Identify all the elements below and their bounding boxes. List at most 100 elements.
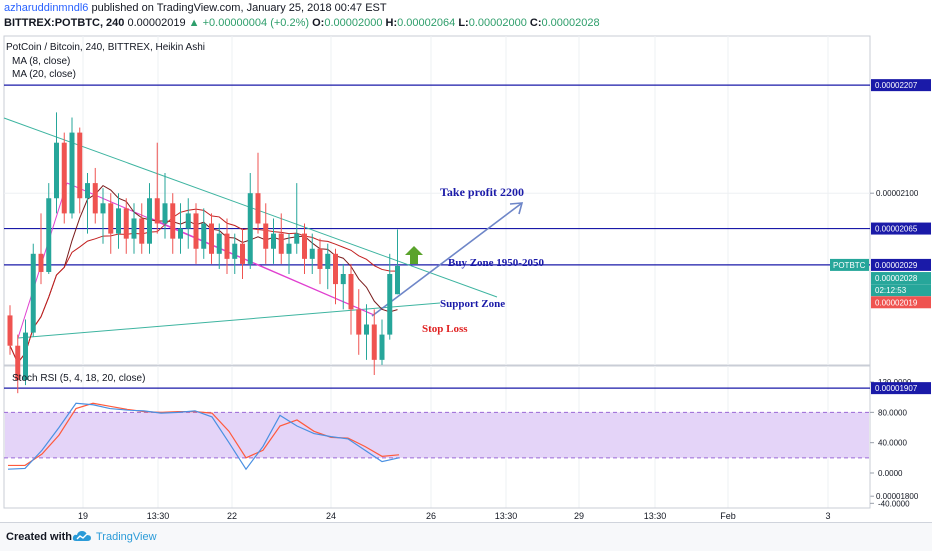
time-tick-label: Feb bbox=[720, 511, 736, 521]
candle-body bbox=[77, 132, 83, 199]
candle-body bbox=[294, 233, 300, 244]
candle-body bbox=[116, 208, 121, 234]
time-tick-label: 13:30 bbox=[495, 511, 518, 521]
rsi-tick-label: 80.0000 bbox=[878, 408, 907, 417]
time-tick-label: 13:30 bbox=[644, 511, 667, 521]
stoch-rsi-k-line bbox=[7, 402, 400, 471]
last-price-tag-bg bbox=[871, 296, 931, 309]
candle-body bbox=[193, 213, 199, 249]
candle-body bbox=[170, 203, 176, 239]
time-tick-label: 13:30 bbox=[147, 511, 170, 521]
stoch-rsi-lines bbox=[7, 402, 400, 471]
open-label: O: bbox=[312, 17, 325, 29]
price-axis[interactable]: 0.000026000.000025000.000024000.00002300… bbox=[870, 0, 919, 501]
stop-loss-label: Stop Loss bbox=[422, 323, 468, 335]
projection-arrowhead bbox=[509, 202, 524, 215]
candle-body bbox=[216, 233, 222, 254]
candle-body bbox=[255, 193, 261, 224]
candle-body bbox=[162, 203, 168, 224]
candle-body bbox=[278, 233, 284, 254]
candle-body bbox=[309, 248, 315, 259]
buy-zone-bottom-price-tag-bg bbox=[871, 258, 931, 271]
tradingview-cloud-icon bbox=[72, 531, 91, 541]
up-arrow-icon bbox=[405, 246, 423, 264]
close-price-tag: 0.00002028 bbox=[875, 274, 918, 283]
created-with-text: Created with bbox=[6, 531, 73, 543]
low-value: 0.00002000 bbox=[468, 17, 527, 29]
candle-body bbox=[356, 309, 362, 335]
main-pane-title: PotCoin / Bitcoin, 240, BITTREX, Heikin … bbox=[6, 42, 205, 53]
last-price-tag: 0.00002019 bbox=[875, 298, 918, 307]
candle-body bbox=[23, 332, 28, 381]
candle-body bbox=[209, 223, 214, 254]
candle-body bbox=[387, 274, 393, 335]
low-label: L: bbox=[458, 17, 469, 29]
candle-body bbox=[15, 345, 21, 381]
rsi-tick-label: 0.0000 bbox=[878, 469, 903, 478]
candle-body bbox=[30, 253, 36, 333]
buy-zone-label: Buy Zone 1950-2050 bbox=[448, 257, 544, 269]
candle-body bbox=[61, 142, 67, 214]
time-axis[interactable]: 19 13:30 22 24 26 13:30 29 13:30 Feb 3 bbox=[4, 507, 870, 521]
ma8-legend: MA (8, close) bbox=[12, 56, 70, 67]
candles-layer[interactable] bbox=[7, 112, 401, 394]
publish-info: published on TradingView.com, January 25… bbox=[91, 2, 387, 14]
time-tick-label: 3 bbox=[825, 511, 830, 521]
candle-body bbox=[201, 223, 207, 249]
buy-zone-top-price-tag-bg bbox=[871, 222, 931, 235]
candle-body bbox=[395, 265, 400, 295]
tradingview-brand[interactable]: TradingView bbox=[96, 531, 157, 543]
rsi-pane-grid bbox=[3, 365, 871, 509]
candle-body bbox=[92, 183, 98, 214]
candle-body bbox=[139, 218, 145, 244]
countdown-tag-bg bbox=[871, 284, 931, 297]
stop-loss-price-tag-bg bbox=[871, 382, 931, 395]
candle-body bbox=[317, 248, 323, 269]
candle-body bbox=[271, 233, 276, 249]
buy-zone-bottom-price-tag: 0.00002029 bbox=[875, 261, 918, 270]
countdown-tag: 02:12:53 bbox=[875, 286, 907, 295]
rsi-band bbox=[5, 412, 869, 458]
time-tick-label: 19 bbox=[78, 511, 88, 521]
channel-right-line bbox=[147, 216, 375, 316]
take-profit-label: Take profit 2200 bbox=[440, 185, 524, 199]
ma20-legend: MA (20, close) bbox=[12, 69, 76, 80]
price-tick-label: 0.00002100 bbox=[876, 189, 919, 198]
candle-body bbox=[325, 253, 331, 269]
symbol-tag-bg bbox=[830, 258, 869, 271]
candle-body bbox=[364, 324, 369, 335]
candle-body bbox=[85, 183, 90, 199]
candle-body bbox=[7, 315, 13, 346]
rsi-pane-title: Stoch RSI (5, 4, 18, 20, close) bbox=[12, 373, 145, 384]
support-zone-label: Support Zone bbox=[440, 298, 505, 310]
publish-line: azharuddinmndl6 published on TradingView… bbox=[4, 2, 387, 14]
support-trendline bbox=[17, 302, 441, 339]
last-price: 0.00002019 bbox=[127, 17, 186, 29]
price-tags: 0.00002207 0.00002065 0.00002029 0.00002028… bbox=[830, 79, 931, 395]
candle-body bbox=[100, 203, 106, 214]
take-profit-price-tag: 0.00002207 bbox=[875, 81, 918, 90]
candle-body bbox=[348, 274, 354, 310]
rsi-tick-label: 40.0000 bbox=[878, 439, 907, 448]
close-value: 0.00002028 bbox=[541, 17, 600, 29]
candle-body bbox=[123, 208, 129, 239]
chart-canvas[interactable]: 0.000026000.000025000.000024000.00002300… bbox=[0, 0, 932, 522]
author-link[interactable]: azharuddinmndl6 bbox=[4, 2, 89, 14]
candle-body bbox=[333, 253, 338, 285]
time-tick-label: 24 bbox=[326, 511, 336, 521]
close-label: C: bbox=[529, 17, 542, 29]
high-label: H: bbox=[385, 17, 398, 29]
symbol-label[interactable]: BITTREX:POTBTC, 240 bbox=[4, 17, 125, 29]
candle-body bbox=[147, 198, 152, 244]
stop-loss-price-tag: 0.00001907 bbox=[875, 384, 918, 393]
time-tick-label: 22 bbox=[227, 511, 237, 521]
candle-body bbox=[185, 213, 191, 229]
candle-body bbox=[232, 243, 238, 259]
change-value: ▲ +0.00000004 (+0.2%) bbox=[188, 17, 310, 29]
high-value: 0.00002064 bbox=[397, 17, 456, 29]
candle-body bbox=[263, 223, 269, 249]
time-tick-label: 29 bbox=[574, 511, 584, 521]
time-tick-label: 26 bbox=[426, 511, 436, 521]
take-profit-price-tag-bg bbox=[871, 79, 931, 92]
